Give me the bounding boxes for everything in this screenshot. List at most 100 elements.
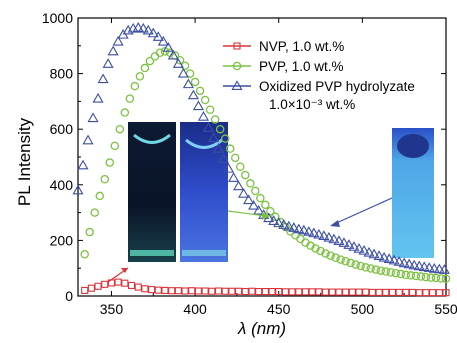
arrow-pvp — [227, 210, 267, 217]
data-point — [398, 257, 410, 268]
data-point — [408, 259, 420, 270]
data-point — [273, 217, 285, 228]
data-point — [346, 258, 355, 268]
data-point — [275, 288, 283, 296]
data-point — [122, 24, 134, 35]
data-point — [231, 80, 243, 90]
data-point — [391, 268, 401, 278]
data-point — [253, 204, 265, 215]
data-point — [376, 266, 386, 275]
data-point — [373, 250, 385, 260]
data-point — [221, 287, 229, 295]
data-point — [323, 231, 335, 242]
data-point — [333, 235, 345, 245]
data-point — [393, 256, 405, 266]
data-point — [190, 77, 200, 87]
data-point — [341, 256, 350, 266]
y-tick-label: 800 — [50, 66, 74, 82]
legend-label-extra: 1.0×10⁻³ wt.% — [269, 97, 355, 112]
data-point — [296, 234, 305, 244]
data-point — [233, 42, 241, 50]
data-point — [356, 261, 365, 271]
axes-text: PL Intensity λ (nm) — [15, 117, 286, 338]
vial-photo-nvp — [128, 122, 176, 262]
data-point — [431, 273, 441, 283]
series-0 — [81, 278, 450, 297]
y-tick-label: 0 — [65, 288, 73, 304]
data-point — [301, 288, 310, 296]
data-point — [94, 282, 102, 290]
data-point — [348, 288, 356, 296]
data-point — [180, 61, 190, 71]
data-point — [261, 200, 270, 210]
data-point — [87, 112, 99, 123]
data-point — [281, 288, 289, 296]
data-point — [433, 263, 445, 274]
data-point — [174, 287, 182, 295]
data-point — [168, 287, 176, 295]
data-point — [157, 35, 169, 46]
data-point — [87, 284, 95, 292]
data-point — [241, 170, 250, 180]
data-point — [85, 227, 94, 237]
data-point — [316, 246, 325, 256]
data-point — [161, 286, 169, 294]
annotation-arrows — [107, 197, 393, 283]
data-point — [328, 288, 336, 296]
data-point — [348, 241, 360, 251]
data-point — [413, 260, 425, 271]
data-point — [207, 132, 220, 143]
data-point — [363, 246, 375, 257]
data-point — [428, 263, 440, 273]
data-point — [114, 278, 122, 286]
data-point — [188, 287, 196, 295]
data-point — [416, 272, 426, 281]
data-point — [208, 287, 216, 295]
x-axis-label: λ (nm) — [237, 319, 286, 338]
data-point — [411, 271, 421, 281]
data-point — [120, 108, 130, 117]
vial-photo-pvp — [180, 122, 228, 262]
data-point — [210, 115, 220, 124]
data-point — [338, 237, 350, 247]
data-point — [441, 274, 451, 284]
y-tick-label: 600 — [50, 121, 74, 137]
data-point — [220, 134, 230, 143]
data-point — [172, 58, 184, 68]
data-point — [371, 265, 380, 274]
data-point — [81, 286, 89, 294]
data-point — [326, 251, 335, 260]
data-point — [295, 288, 303, 296]
data-point — [288, 222, 300, 232]
arrow-oxidized — [331, 197, 393, 226]
data-point — [322, 288, 330, 296]
data-point — [426, 273, 436, 282]
data-point — [235, 287, 243, 295]
data-point — [383, 253, 395, 264]
data-point — [243, 194, 255, 205]
data-point — [150, 52, 160, 61]
series-1 — [80, 47, 451, 284]
data-point — [335, 288, 343, 296]
data-point — [102, 58, 114, 68]
data-point — [95, 191, 104, 201]
data-point — [266, 206, 275, 216]
data-point — [182, 78, 194, 89]
data-point — [313, 228, 325, 239]
data-point — [90, 208, 99, 217]
y-axis-label: PL Intensity — [15, 117, 34, 206]
data-point — [283, 220, 295, 231]
data-point — [418, 261, 430, 272]
data-point — [238, 187, 250, 198]
data-point — [368, 288, 376, 296]
data-point — [378, 251, 390, 262]
data-point — [215, 124, 225, 134]
legend-label: PVP, 1.0 wt.% — [259, 59, 344, 74]
data-point — [147, 27, 159, 38]
data-point — [336, 255, 345, 264]
data-point — [225, 144, 235, 153]
data-point — [187, 89, 199, 100]
data-point — [121, 279, 129, 287]
data-point — [140, 63, 150, 73]
data-point — [142, 24, 154, 35]
